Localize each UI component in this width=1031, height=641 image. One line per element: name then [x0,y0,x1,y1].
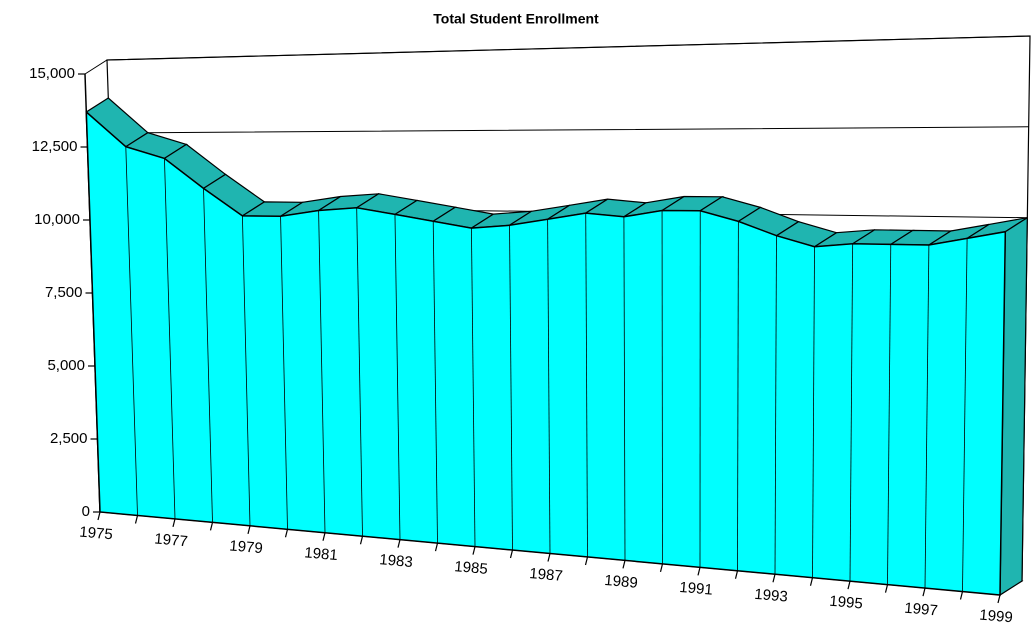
area-divider [318,210,326,533]
area-divider [737,221,739,571]
area-divider [356,207,363,537]
area-divider [887,244,892,585]
area-divider [962,238,968,592]
area-divider [164,158,176,519]
area-divider [812,246,815,578]
y-tick-label: 5,000 [47,357,85,374]
x-tick-label: 1999 [979,607,1014,627]
x-tick [772,574,776,583]
area-divider [509,225,513,551]
x-tick [359,536,364,545]
x-tick-label: 1987 [529,565,564,585]
x-tick [734,570,739,579]
x-tick [922,587,926,597]
area-divider [394,214,401,540]
area-divider [203,188,213,523]
area-divider [585,213,588,557]
x-tick [322,532,326,541]
chart-title: Total Student Enrollment [433,11,599,27]
x-tick [397,539,401,548]
y-tick-label: 10,000 [34,211,80,228]
x-tick [172,518,176,528]
y-tick-label: 7,500 [45,284,83,301]
x-tick [434,542,439,552]
x-tick-label: 1985 [454,558,489,578]
x-tick-label: 1979 [229,537,264,557]
grid-line [84,35,1031,75]
x-tick [622,560,626,569]
x-tick-label: 1983 [379,551,414,571]
area-divider [242,215,251,526]
x-tick [509,549,514,559]
x-tick-label: 1989 [604,572,639,592]
x-tick [959,591,964,600]
area-divider [849,243,854,582]
x-tick [809,577,814,586]
y-tick-label: 2,500 [50,430,88,447]
x-tick-label: 1977 [154,530,189,550]
area-divider [924,244,930,589]
x-tick [697,567,701,576]
x-tick [584,556,589,566]
x-tick-label: 1997 [904,600,939,620]
x-tick [247,525,251,534]
y-tick-label: 0 [82,503,90,520]
y-tick-label: 15,000 [29,65,75,82]
x-tick [209,522,214,531]
area-divider [432,221,438,544]
x-tick [884,584,889,593]
x-tick [97,511,101,521]
x-tick [134,515,139,524]
x-tick-label: 1995 [829,593,864,613]
x-tick [659,563,664,573]
x-tick [284,529,289,538]
area-divider [280,216,288,530]
x-tick-label: 1975 [79,524,114,544]
area-divider [125,146,138,516]
x-tick [472,546,476,555]
x-tick-label: 1991 [679,579,714,599]
area-divider [547,219,551,554]
x-tick-label: 1993 [754,586,789,606]
area-divider [774,235,777,575]
y-tick-label: 12,500 [32,138,78,155]
area-divider [623,216,626,561]
area-divider [471,228,476,547]
x-tick [547,553,551,562]
x-tick [997,594,1001,604]
x-tick [847,581,851,590]
x-tick-label: 1981 [304,544,339,564]
